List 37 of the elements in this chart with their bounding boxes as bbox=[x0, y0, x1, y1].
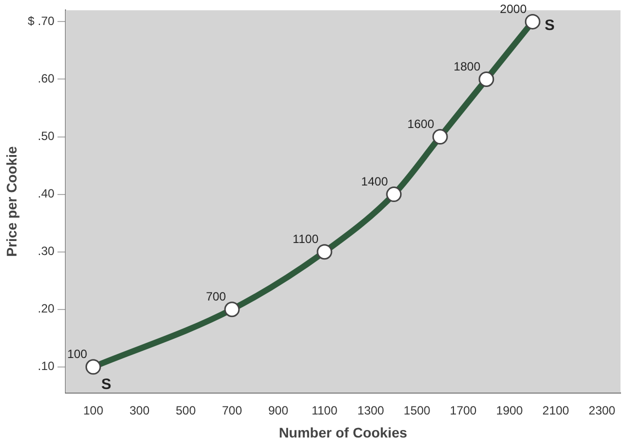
y-tick-label: .10 bbox=[38, 359, 55, 374]
annotation: 700 bbox=[206, 290, 226, 304]
point bbox=[524, 14, 540, 30]
y-tick-label: $ .70 bbox=[28, 14, 55, 28]
x-tick-label: 1100 bbox=[312, 403, 338, 418]
x-tick-label: 900 bbox=[268, 403, 289, 418]
y-tick-label: .40 bbox=[38, 186, 55, 201]
point bbox=[386, 186, 402, 202]
point bbox=[432, 129, 448, 145]
annotation: 1100 bbox=[292, 232, 319, 246]
y-tick-label: .50 bbox=[38, 129, 55, 144]
annotation: S bbox=[101, 376, 112, 394]
annotation: S bbox=[544, 16, 555, 34]
x-axis-title: Number of Cookies bbox=[278, 424, 408, 440]
annotation: 100 bbox=[67, 347, 88, 362]
x-tick-label: 1900 bbox=[496, 403, 524, 418]
x-tick-label: 1700 bbox=[450, 403, 477, 418]
x-tick-label: 300 bbox=[129, 403, 150, 418]
y-tick-label: .20 bbox=[38, 302, 55, 316]
x-tick-label: 2100 bbox=[542, 403, 570, 418]
annotation: 1400 bbox=[361, 174, 388, 189]
annotation: 1600 bbox=[407, 117, 434, 132]
y-axis-title: Price per Cookie bbox=[3, 146, 20, 257]
y-tick-label: .30 bbox=[38, 244, 55, 258]
x-tick-label: 2300 bbox=[588, 403, 616, 418]
y-tick-label: .60 bbox=[38, 72, 55, 86]
x-tick-label: 1300 bbox=[357, 403, 384, 418]
point bbox=[85, 359, 101, 375]
point bbox=[316, 244, 332, 260]
x-tick-label: 100 bbox=[83, 403, 104, 418]
annotation: 2000 bbox=[500, 2, 527, 16]
x-tick-label: 1500 bbox=[404, 403, 431, 418]
x-tick-label: 500 bbox=[176, 403, 196, 418]
x-tick-label: 700 bbox=[222, 403, 242, 418]
annotation: 1800 bbox=[454, 60, 481, 74]
point bbox=[224, 302, 240, 318]
point bbox=[478, 71, 494, 87]
